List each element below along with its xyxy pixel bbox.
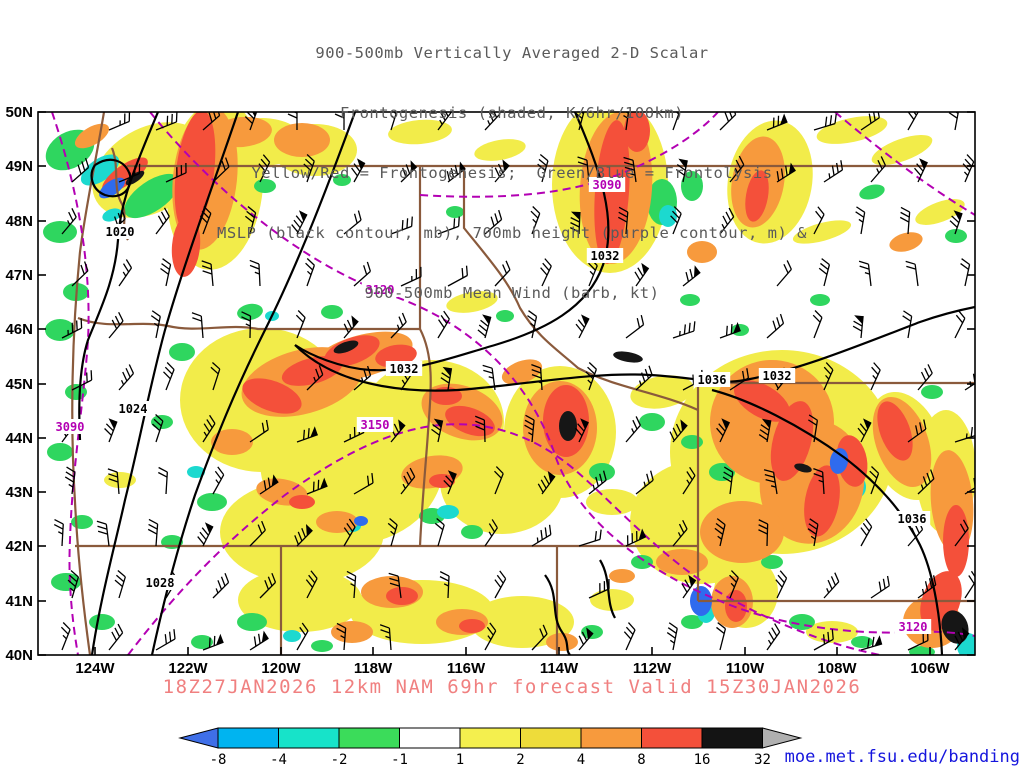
svg-text:43N: 43N	[5, 484, 33, 501]
title-line-4: MSLP (black contour, mb), 700mb height (…	[217, 224, 807, 242]
svg-text:1020: 1020	[106, 225, 135, 239]
svg-text:3090: 3090	[56, 420, 85, 434]
title-line-3: Yellow/Red = Frontogenesis; Green/Blue =…	[251, 164, 773, 182]
mslp-contours	[78, 112, 975, 655]
svg-text:41N: 41N	[5, 593, 33, 610]
frontogenesis-shading	[43, 112, 975, 655]
svg-text:46N: 46N	[5, 321, 33, 338]
svg-text:1024: 1024	[119, 402, 148, 416]
svg-text:122W: 122W	[168, 660, 208, 677]
svg-text:3120: 3120	[366, 283, 395, 297]
svg-text:44N: 44N	[5, 430, 33, 447]
svg-text:-2: -2	[331, 752, 348, 768]
contour-labels: 1020 1024 1028 1032 1032 1032 1036 1036 3090 3120…	[51, 177, 932, 634]
svg-text:-4: -4	[270, 752, 287, 768]
svg-text:1: 1	[456, 752, 464, 768]
svg-text:106W: 106W	[910, 660, 950, 677]
svg-text:49N: 49N	[5, 158, 33, 175]
svg-text:120W: 120W	[261, 660, 301, 677]
svg-text:1032: 1032	[763, 369, 792, 383]
svg-text:-1: -1	[391, 752, 408, 768]
svg-text:1028: 1028	[146, 576, 175, 590]
svg-text:1036: 1036	[898, 512, 927, 526]
svg-text:32: 32	[754, 752, 771, 768]
svg-text:40N: 40N	[5, 647, 33, 664]
svg-text:8: 8	[637, 752, 645, 768]
title-line-5: 900-500mb Mean Wind (barb, kt)	[364, 284, 660, 302]
svg-text:16: 16	[694, 752, 711, 768]
colorbar: -8 -4 -2 -1 1 2 4 8 16 32	[178, 727, 803, 768]
svg-text:47N: 47N	[5, 267, 33, 284]
forecast-caption: 18Z27JAN2026 12km NAM 69hr forecast Vali…	[162, 676, 862, 698]
svg-text:3090: 3090	[593, 178, 622, 192]
svg-text:124W: 124W	[75, 660, 115, 677]
svg-text:-8: -8	[210, 752, 227, 768]
svg-text:114W: 114W	[540, 660, 579, 677]
wind-barbs	[53, 112, 975, 651]
svg-text:108W: 108W	[817, 660, 857, 677]
map-plot-area	[43, 112, 975, 655]
title-line-1: 900-500mb Vertically Averaged 2-D Scalar	[315, 44, 709, 62]
svg-text:3150: 3150	[361, 418, 390, 432]
svg-text:3120: 3120	[899, 620, 928, 634]
chart-title: 900-500mb Vertically Averaged 2-D Scalar…	[0, 3, 1024, 343]
svg-text:45N: 45N	[5, 376, 33, 393]
height-contours	[51, 112, 975, 655]
svg-text:116W: 116W	[447, 660, 486, 677]
title-line-2: Frontogenesis (shaded, K/6hr/100km)	[339, 104, 685, 122]
svg-text:110W: 110W	[726, 660, 765, 677]
svg-text:1032: 1032	[390, 362, 419, 376]
svg-text:112W: 112W	[633, 660, 672, 677]
axes: 50N 49N 48N 47N 46N 45N 44N 43N 42N 41N 40N 124W 122…	[5, 104, 976, 677]
svg-text:50N: 50N	[5, 104, 33, 121]
svg-text:4: 4	[577, 752, 585, 768]
svg-text:1032: 1032	[591, 249, 620, 263]
svg-text:2: 2	[516, 752, 524, 768]
svg-text:42N: 42N	[5, 538, 33, 555]
svg-text:48N: 48N	[5, 213, 33, 230]
svg-text:1036: 1036	[698, 373, 727, 387]
credit-link[interactable]: moe.met.fsu.edu/banding	[784, 747, 1020, 767]
svg-text:118W: 118W	[354, 660, 393, 677]
